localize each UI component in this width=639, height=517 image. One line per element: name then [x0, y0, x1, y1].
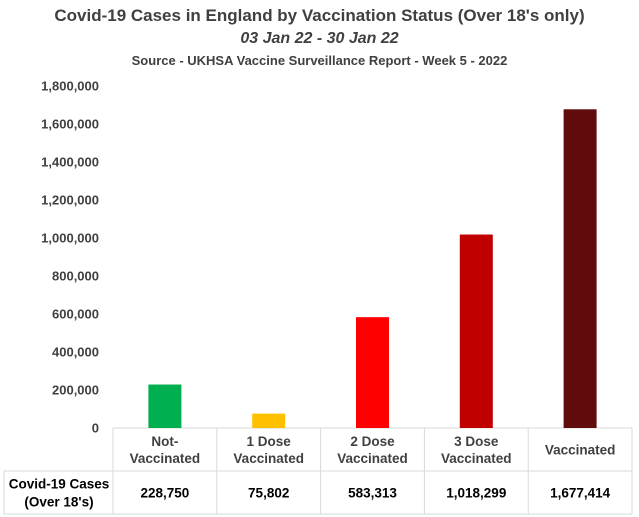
category-label: 2 Dose	[350, 434, 395, 449]
table-value: 1,018,299	[446, 486, 506, 501]
table-series-name: Covid-19 Cases	[9, 477, 110, 492]
y-tick-label: 400,000	[52, 345, 99, 360]
bar-5	[563, 109, 597, 428]
y-tick-label: 800,000	[52, 269, 99, 284]
table-value: 228,750	[140, 486, 189, 501]
table-series-name: (Over 18's)	[24, 495, 93, 510]
table-value: 583,313	[348, 486, 397, 501]
chart-source: Source - UKHSA Vaccine Surveillance Repo…	[131, 53, 508, 68]
bar-3	[356, 317, 389, 428]
category-label: 1 Dose	[247, 434, 292, 449]
y-tick-label: 1,800,000	[41, 79, 99, 94]
y-tick-label: 1,000,000	[41, 231, 99, 246]
y-tick-label: 200,000	[52, 383, 99, 398]
category-label: Vaccinated	[441, 451, 512, 466]
category-label: Vaccinated	[545, 443, 616, 458]
table-value: 75,802	[248, 486, 289, 501]
y-tick-label: 1,600,000	[41, 117, 99, 132]
bar-4	[459, 234, 493, 428]
y-tick-label: 600,000	[52, 307, 99, 322]
y-tick-label: 0	[92, 421, 99, 436]
table-value: 1,677,414	[550, 486, 611, 501]
y-tick-label: 1,200,000	[41, 193, 99, 208]
chart-title: Covid-19 Cases in England by Vaccination…	[54, 6, 585, 25]
y-tick-label: 1,400,000	[41, 155, 99, 170]
bar-1	[148, 384, 182, 428]
bar-2	[252, 413, 286, 428]
category-label: Vaccinated	[337, 451, 408, 466]
category-label: Vaccinated	[233, 451, 304, 466]
chart-subtitle: 03 Jan 22 - 30 Jan 22	[240, 30, 399, 47]
category-label: Vaccinated	[130, 451, 201, 466]
category-label: 3 Dose	[454, 434, 499, 449]
category-label: Not-	[151, 434, 178, 449]
